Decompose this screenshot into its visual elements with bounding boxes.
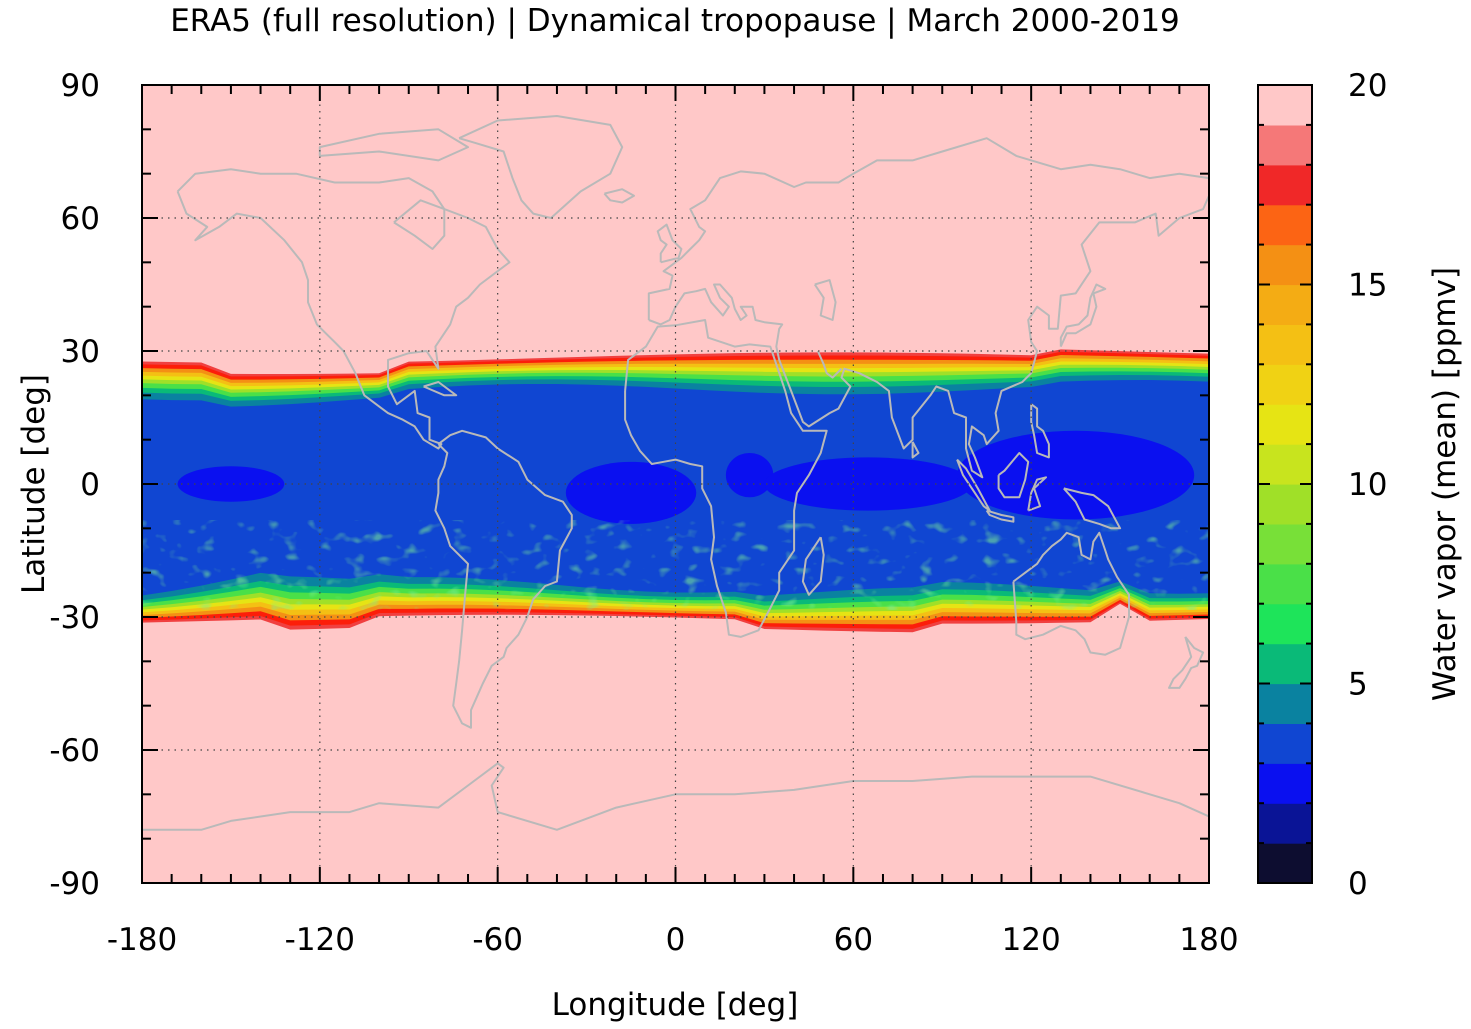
dry-core-3 bbox=[764, 457, 972, 511]
y-tick-label: -90 bbox=[49, 866, 100, 902]
colorbar-step-3 bbox=[1258, 723, 1312, 764]
x-axis-label: Longitude [deg] bbox=[552, 987, 799, 1023]
coastline-africa bbox=[624, 319, 828, 638]
colorbar-step-14 bbox=[1258, 284, 1312, 325]
y-tick-label: 90 bbox=[61, 68, 100, 104]
coastline-cuba bbox=[423, 381, 458, 397]
coastline-arabia-gulf bbox=[816, 350, 843, 379]
colorbar-step-2 bbox=[1258, 763, 1312, 804]
coastline-sri-lanka bbox=[911, 441, 920, 459]
colorbar-step-16 bbox=[1258, 204, 1312, 246]
colorbar-step-6 bbox=[1258, 603, 1312, 645]
axis-tick-labels: -180 -120 -60 0 60 120 180 90 60 30 0 -30 -60 -90 bbox=[49, 68, 1238, 958]
coastline-madagascar bbox=[801, 536, 825, 596]
coastline-eurasia bbox=[647, 137, 1209, 479]
coastline-hudson-bay bbox=[393, 199, 446, 250]
coastline-philippines bbox=[1030, 403, 1050, 459]
coastline-greenland bbox=[458, 115, 624, 219]
coastline-borneo bbox=[997, 452, 1030, 499]
dry-core-2 bbox=[725, 452, 774, 498]
coastline-north-america bbox=[176, 168, 511, 450]
x-tick-label: -120 bbox=[285, 922, 355, 958]
y-tick-label: -60 bbox=[49, 733, 100, 769]
colorbar-step-9 bbox=[1258, 484, 1312, 525]
chart-title: ERA5 (full resolution) | Dynamical tropo… bbox=[170, 3, 1180, 39]
colorbar-step-17 bbox=[1258, 164, 1312, 206]
colorbar-step-10 bbox=[1258, 444, 1312, 485]
coastline-new-guinea bbox=[1063, 487, 1122, 530]
colorbar-step-4 bbox=[1258, 683, 1312, 724]
x-tick-label: 0 bbox=[666, 922, 686, 958]
colorbar-step-18 bbox=[1258, 124, 1312, 166]
colorbar-step-15 bbox=[1258, 244, 1312, 286]
coastline-south-america bbox=[434, 429, 573, 729]
y-axis-label: Latitude [deg] bbox=[16, 374, 52, 594]
coastline-java bbox=[985, 509, 1015, 523]
colorbar-ticks: 20 15 10 5 0 bbox=[1258, 68, 1387, 902]
colorbar-tick-label: 0 bbox=[1348, 866, 1368, 902]
colorbar bbox=[1258, 85, 1312, 884]
dry-core-4 bbox=[957, 430, 1195, 520]
y-tick-label: 60 bbox=[61, 201, 100, 237]
coastline-arctic-islands bbox=[318, 128, 469, 162]
axis-ticks bbox=[141, 84, 1210, 884]
colorbar-step-13 bbox=[1258, 324, 1312, 365]
coastline-sulawesi bbox=[1027, 476, 1047, 512]
colorbar-step-11 bbox=[1258, 404, 1312, 445]
colorbar-step-8 bbox=[1258, 523, 1312, 565]
colorbar-step-19 bbox=[1258, 85, 1312, 126]
dry-core-0 bbox=[177, 466, 285, 502]
colorbar-label: Water vapor (mean) [ppmv] bbox=[1427, 267, 1463, 701]
x-tick-label: 180 bbox=[1179, 922, 1238, 958]
colorbar-step-0 bbox=[1258, 843, 1312, 884]
colorbar-step-5 bbox=[1258, 643, 1312, 685]
x-tick-label: 120 bbox=[1002, 922, 1061, 958]
grid-lines bbox=[142, 85, 1209, 883]
x-tick-label: -180 bbox=[107, 922, 177, 958]
coastline-japan bbox=[1059, 283, 1107, 348]
colorbar-step-1 bbox=[1258, 803, 1312, 844]
coastline-caspian bbox=[813, 279, 837, 321]
coastline-new-zealand bbox=[1168, 636, 1205, 689]
coastline-iceland bbox=[603, 188, 635, 204]
colorbar-step-12 bbox=[1258, 364, 1312, 405]
colorbar-tick-label: 10 bbox=[1348, 467, 1387, 503]
x-tick-label: 60 bbox=[834, 922, 873, 958]
coastline-antarctica bbox=[142, 762, 1209, 831]
x-tick-label: -60 bbox=[472, 922, 523, 958]
y-tick-label: -30 bbox=[49, 600, 100, 636]
y-tick-label: 30 bbox=[61, 334, 100, 370]
colorbar-tick-label: 15 bbox=[1348, 268, 1387, 304]
coastline-uk bbox=[656, 223, 683, 264]
dry-core-1 bbox=[565, 461, 697, 524]
y-tick-label: 0 bbox=[80, 467, 100, 503]
colorbar-step-7 bbox=[1258, 563, 1312, 605]
coastlines bbox=[142, 115, 1209, 831]
colorbar-tick-label: 5 bbox=[1348, 667, 1368, 703]
colorbar-tick-label: 20 bbox=[1348, 68, 1387, 104]
coastline-australia bbox=[1012, 531, 1130, 656]
coastline-indonesia bbox=[956, 458, 991, 512]
map-panel bbox=[142, 85, 1209, 883]
